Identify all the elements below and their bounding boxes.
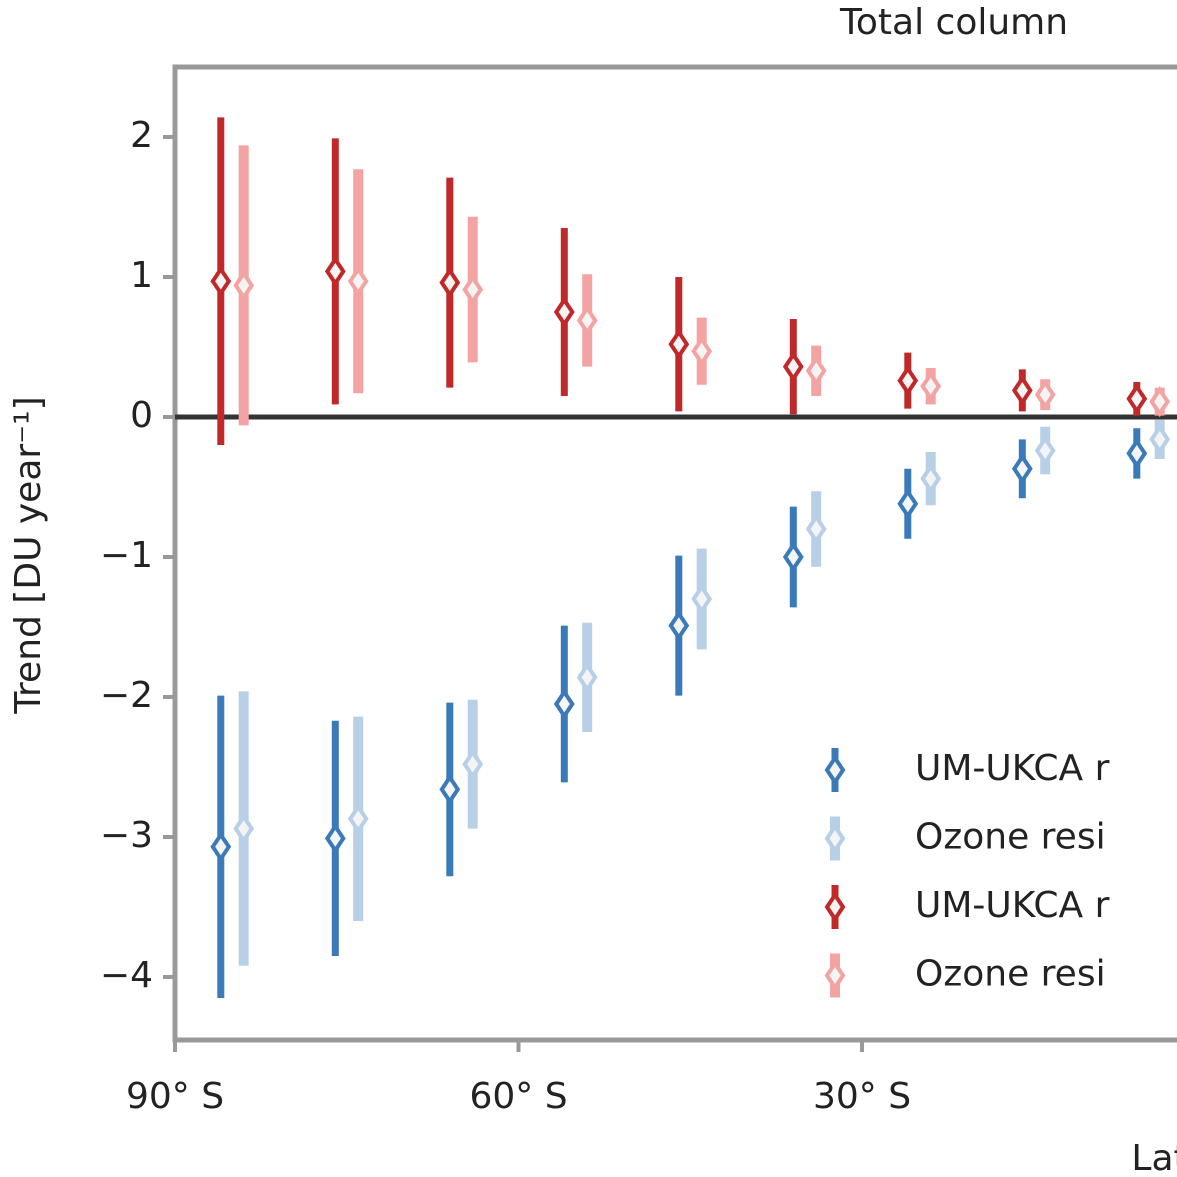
y-tick-label: −3 bbox=[100, 815, 153, 856]
marker bbox=[462, 748, 484, 780]
marker bbox=[553, 688, 575, 720]
y-tick-label: 0 bbox=[130, 395, 153, 436]
marker bbox=[1149, 385, 1171, 418]
x-tick-label: 90° S bbox=[126, 1076, 224, 1117]
plot-frame bbox=[172, 64, 1177, 1043]
marker bbox=[1034, 378, 1056, 411]
marker bbox=[691, 583, 713, 615]
marker bbox=[347, 803, 369, 835]
y-tick-label: −1 bbox=[100, 535, 153, 576]
marker bbox=[324, 822, 346, 855]
marker bbox=[1126, 437, 1148, 470]
legend-label: Ozone resi bbox=[915, 954, 1106, 995]
marker bbox=[782, 350, 804, 383]
legend-marker bbox=[824, 822, 846, 855]
marker bbox=[691, 335, 713, 367]
legend-label: UM-UKCA r bbox=[915, 748, 1110, 789]
marker bbox=[233, 812, 255, 845]
marker bbox=[347, 265, 369, 297]
marker bbox=[920, 370, 942, 402]
x-tick-label: 60° S bbox=[469, 1076, 567, 1117]
marker bbox=[805, 355, 827, 387]
marker bbox=[553, 296, 575, 328]
marker bbox=[897, 488, 919, 520]
marker bbox=[233, 269, 255, 302]
marker bbox=[897, 364, 919, 397]
marker bbox=[210, 265, 232, 297]
marker bbox=[782, 541, 804, 573]
marker bbox=[439, 266, 461, 299]
marker bbox=[1126, 383, 1148, 415]
legend-label: UM-UKCA r bbox=[915, 885, 1110, 926]
legend-label: Ozone resi bbox=[915, 817, 1106, 858]
marker bbox=[668, 609, 690, 642]
x-tick-label: 30° S bbox=[813, 1076, 911, 1117]
marker bbox=[668, 328, 690, 360]
marker bbox=[210, 831, 232, 863]
marker bbox=[576, 661, 598, 694]
marker bbox=[1034, 434, 1056, 467]
y-tick-label: 2 bbox=[130, 115, 153, 156]
x-axis-label: Latitude bbox=[1131, 1138, 1177, 1177]
marker bbox=[1011, 453, 1033, 485]
marker bbox=[1011, 374, 1033, 407]
legend-marker bbox=[824, 754, 846, 786]
marker bbox=[324, 255, 346, 288]
marker bbox=[805, 513, 827, 545]
marker bbox=[439, 773, 461, 806]
marker bbox=[576, 304, 598, 337]
y-axis-label: Trend [DU year⁻¹] bbox=[8, 396, 49, 714]
marker bbox=[920, 462, 942, 495]
legend-marker bbox=[824, 959, 846, 992]
chart-title: Total column bbox=[839, 2, 1068, 43]
marker bbox=[1149, 423, 1171, 456]
y-tick-label: −4 bbox=[100, 955, 153, 996]
legend-marker bbox=[824, 891, 846, 923]
marker bbox=[462, 273, 484, 306]
y-tick-label: −2 bbox=[100, 675, 153, 716]
y-tick-label: 1 bbox=[130, 255, 153, 296]
